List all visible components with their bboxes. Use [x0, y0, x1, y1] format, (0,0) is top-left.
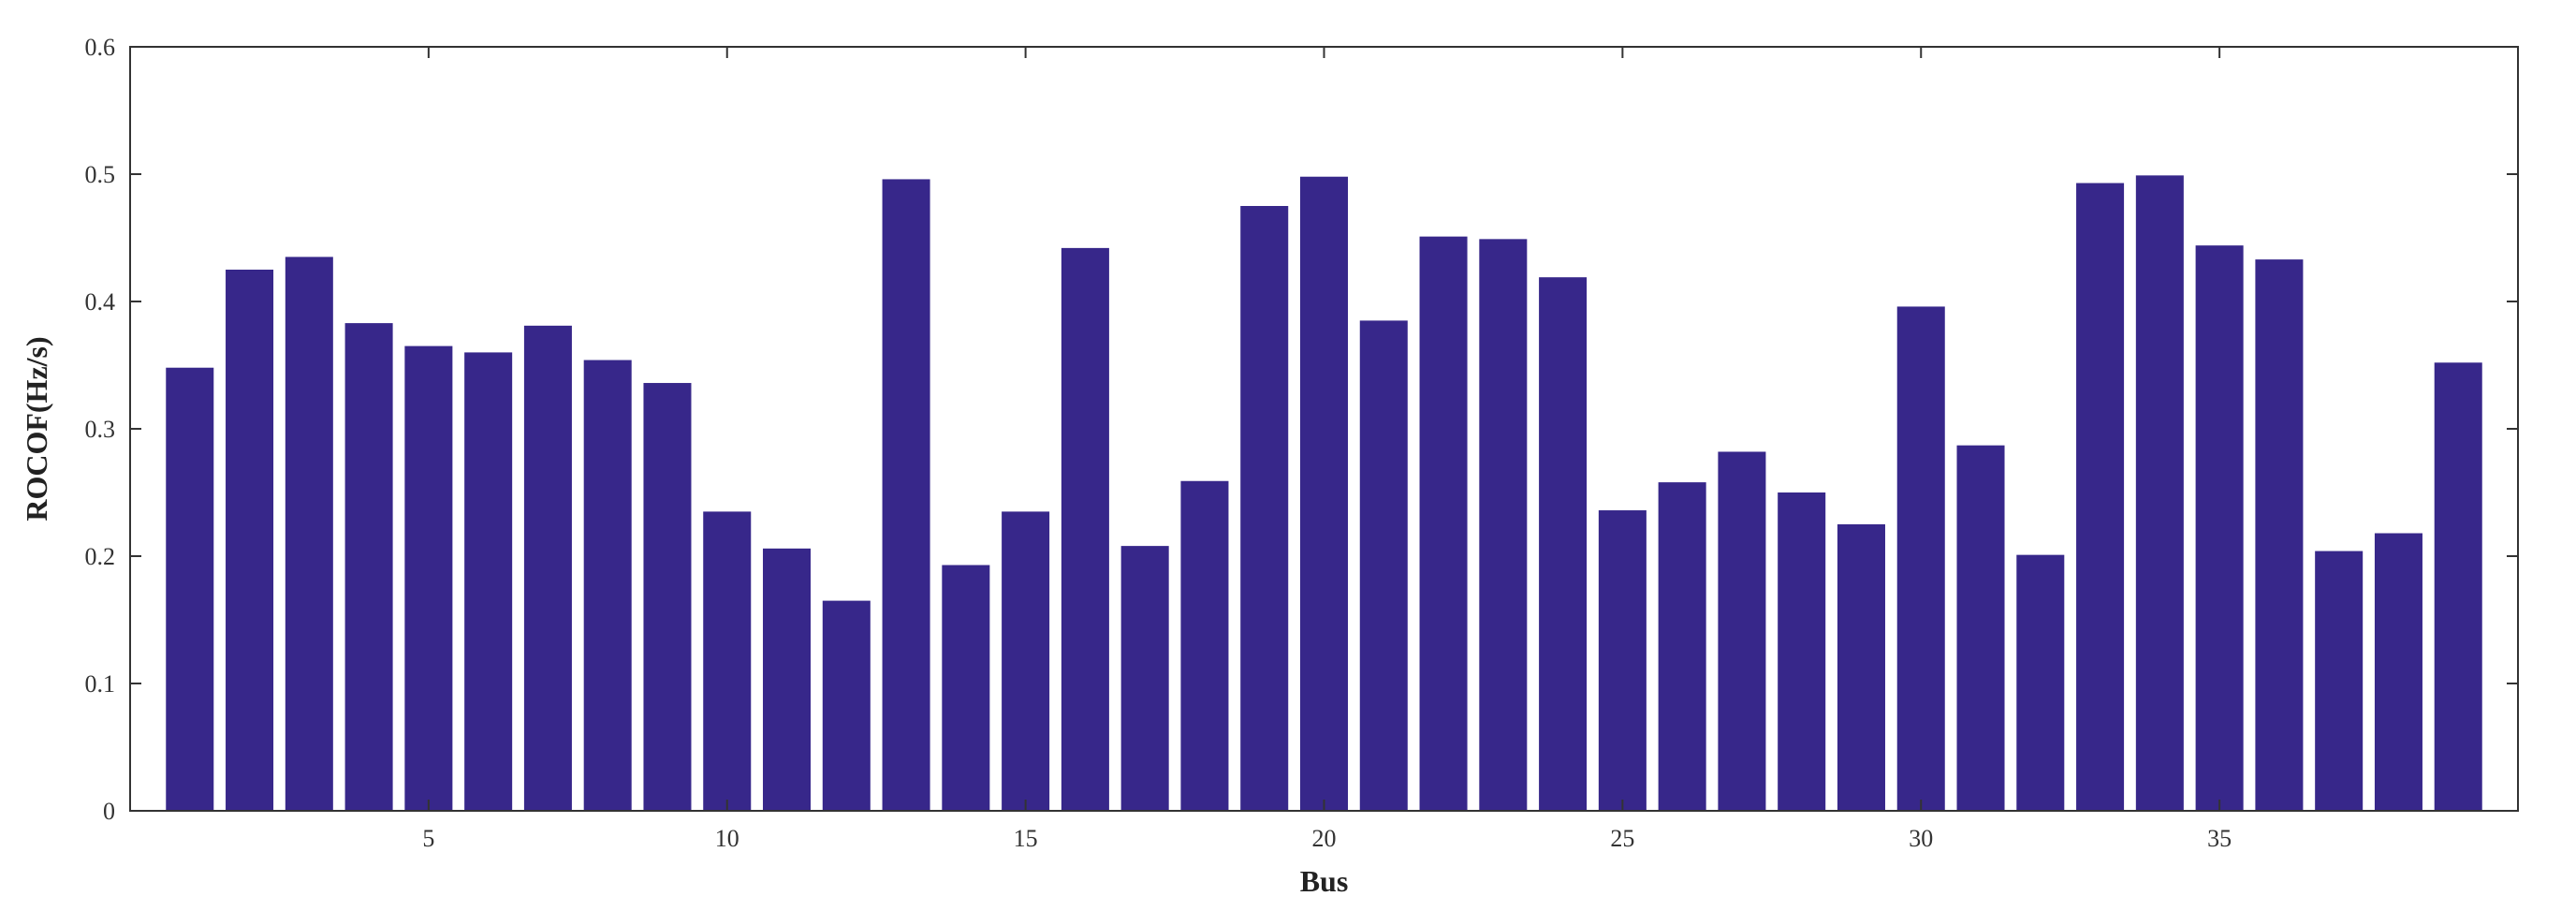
x-axis-title: Bus	[1300, 864, 1349, 898]
bar-bus-23	[1479, 239, 1528, 812]
bar-bus-22	[1419, 236, 1468, 811]
y-tick-label: 0.2	[85, 543, 116, 570]
bar-bus-19	[1240, 206, 1289, 811]
bar-bus-3	[285, 257, 333, 811]
bar-bus-31	[1956, 445, 2005, 811]
y-tick-label: 0.3	[85, 416, 116, 443]
bar-bus-15	[1002, 511, 1050, 811]
bar-bus-36	[2255, 259, 2304, 811]
x-tick-label: 10	[715, 825, 739, 852]
bar-bus-32	[2016, 554, 2065, 811]
bar-bus-34	[2135, 175, 2184, 812]
x-tick-label: 15	[1014, 825, 1038, 852]
bar-bus-14	[942, 565, 990, 811]
bar-bus-20	[1299, 176, 1349, 812]
y-tick-labels: 0 0.1 0.2 0.3 0.4 0.5 0.6	[85, 34, 116, 825]
bar-bus-7	[523, 325, 572, 812]
bar-bus-16	[1061, 247, 1109, 811]
bar-bus-6	[464, 352, 513, 811]
x-tick-label: 20	[1312, 825, 1337, 852]
bar-bus-9	[643, 383, 692, 811]
bar-bus-10	[703, 511, 752, 811]
bar-bus-17	[1120, 546, 1169, 811]
bars-group	[166, 175, 2482, 812]
bar-bus-28	[1778, 492, 1826, 811]
x-tick-label: 30	[1909, 825, 1933, 852]
bar-bus-27	[1718, 451, 1766, 811]
x-tick-label: 5	[422, 825, 434, 852]
bar-bus-37	[2315, 551, 2364, 811]
x-tick-label: 25	[1610, 825, 1634, 852]
bar-bus-35	[2195, 245, 2244, 811]
bar-bus-11	[763, 548, 812, 811]
y-tick-label: 0.5	[85, 161, 116, 188]
bar-bus-8	[583, 360, 632, 811]
bar-bus-1	[166, 367, 214, 811]
bar-bus-33	[2076, 183, 2125, 811]
bar-bus-39	[2434, 362, 2482, 811]
x-tick-label: 35	[2207, 825, 2232, 852]
y-axis-title: ROCOF(Hz/s)	[20, 336, 53, 521]
y-tick-label: 0	[103, 798, 115, 825]
bar-bus-26	[1658, 482, 1706, 811]
bar-bus-12	[822, 600, 871, 811]
y-tick-label: 0.6	[85, 34, 116, 61]
bar-bus-21	[1359, 320, 1408, 811]
bar-bus-18	[1180, 480, 1229, 811]
bar-bus-25	[1598, 510, 1647, 811]
bar-bus-5	[404, 345, 453, 811]
y-tick-label: 0.1	[85, 670, 116, 698]
y-tick-label: 0.4	[85, 288, 116, 316]
bar-bus-38	[2374, 533, 2422, 811]
bar-bus-24	[1539, 277, 1588, 811]
bar-bus-30	[1896, 306, 1945, 811]
bar-bus-29	[1837, 524, 1885, 811]
bar-bus-2	[226, 270, 274, 811]
bar-bus-13	[882, 179, 930, 811]
x-tick-labels: 5 10 15 20 25 30 35	[422, 825, 2232, 852]
plot-frame	[129, 46, 2519, 812]
bar-bus-4	[344, 323, 393, 811]
